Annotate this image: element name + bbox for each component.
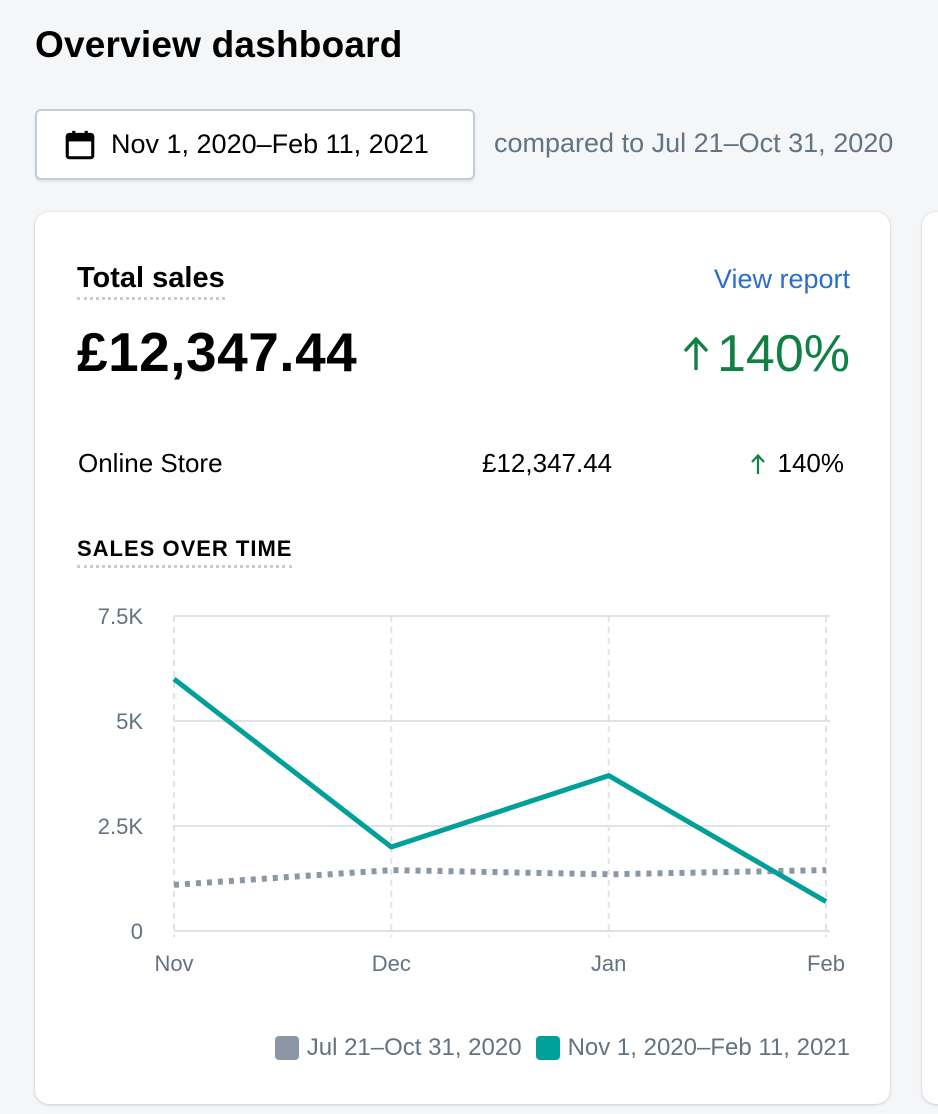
comparison-text: compared to Jul 21–Oct 31, 2020 bbox=[494, 128, 894, 158]
y-tick-label: 7.5K bbox=[98, 604, 144, 629]
total-sales-change: 140% bbox=[681, 324, 850, 384]
legend-item-previous: Jul 21–Oct 31, 2020 bbox=[274, 1034, 522, 1062]
calendar-icon bbox=[65, 130, 95, 159]
arrow-up-icon bbox=[683, 336, 709, 370]
date-range-label: Nov 1, 2020–Feb 11, 2021 bbox=[111, 129, 429, 159]
page-title: Overview dashboard bbox=[35, 24, 403, 65]
sales-over-time-title[interactable]: SALES OVER TIME bbox=[77, 536, 293, 569]
x-tick-label: Jan bbox=[591, 951, 626, 976]
series-line-current bbox=[172, 677, 828, 904]
x-tick-label: Feb bbox=[807, 951, 845, 976]
adjacent-card bbox=[922, 212, 938, 1104]
y-tick-label: 0 bbox=[131, 919, 143, 944]
view-report-link[interactable]: View report bbox=[713, 264, 850, 294]
total-change-value: 140% bbox=[717, 325, 850, 383]
channel-change-value: 140% bbox=[777, 448, 845, 478]
y-tick-label: 2.5K bbox=[98, 814, 144, 839]
x-tick-label: Nov bbox=[154, 951, 193, 976]
channel-change: 140% bbox=[750, 448, 845, 479]
date-range-button[interactable]: Nov 1, 2020–Feb 11, 2021 bbox=[35, 109, 475, 180]
channel-name: Online Store bbox=[78, 448, 223, 478]
legend-swatch-previous bbox=[274, 1036, 299, 1060]
arrow-up-icon bbox=[750, 453, 765, 474]
total-sales-card: Total sales View report £12,347.44 140% … bbox=[35, 212, 890, 1104]
channel-amount: £12,347.44 bbox=[482, 448, 613, 478]
total-sales-value: £12,347.44 bbox=[77, 321, 358, 383]
series-line-previous bbox=[173, 867, 827, 888]
legend-swatch-current bbox=[535, 1036, 560, 1060]
legend-label-previous: Jul 21–Oct 31, 2020 bbox=[306, 1034, 522, 1061]
legend-item-current: Nov 1, 2020–Feb 11, 2021 bbox=[535, 1034, 850, 1062]
breakdown-row-online-store: Online Store £12,347.44 140% bbox=[78, 448, 848, 484]
chart-legend: Jul 21–Oct 31, 2020 Nov 1, 2020–Feb 11, … bbox=[274, 1034, 850, 1062]
x-tick-label: Dec bbox=[372, 951, 411, 976]
card-title[interactable]: Total sales bbox=[77, 262, 225, 301]
y-tick-label: 5K bbox=[116, 709, 143, 734]
legend-label-current: Nov 1, 2020–Feb 11, 2021 bbox=[567, 1034, 850, 1061]
sales-over-time-chart: 7.5K 5K 2.5K 0 Nov Dec Jan Feb bbox=[98, 604, 845, 976]
